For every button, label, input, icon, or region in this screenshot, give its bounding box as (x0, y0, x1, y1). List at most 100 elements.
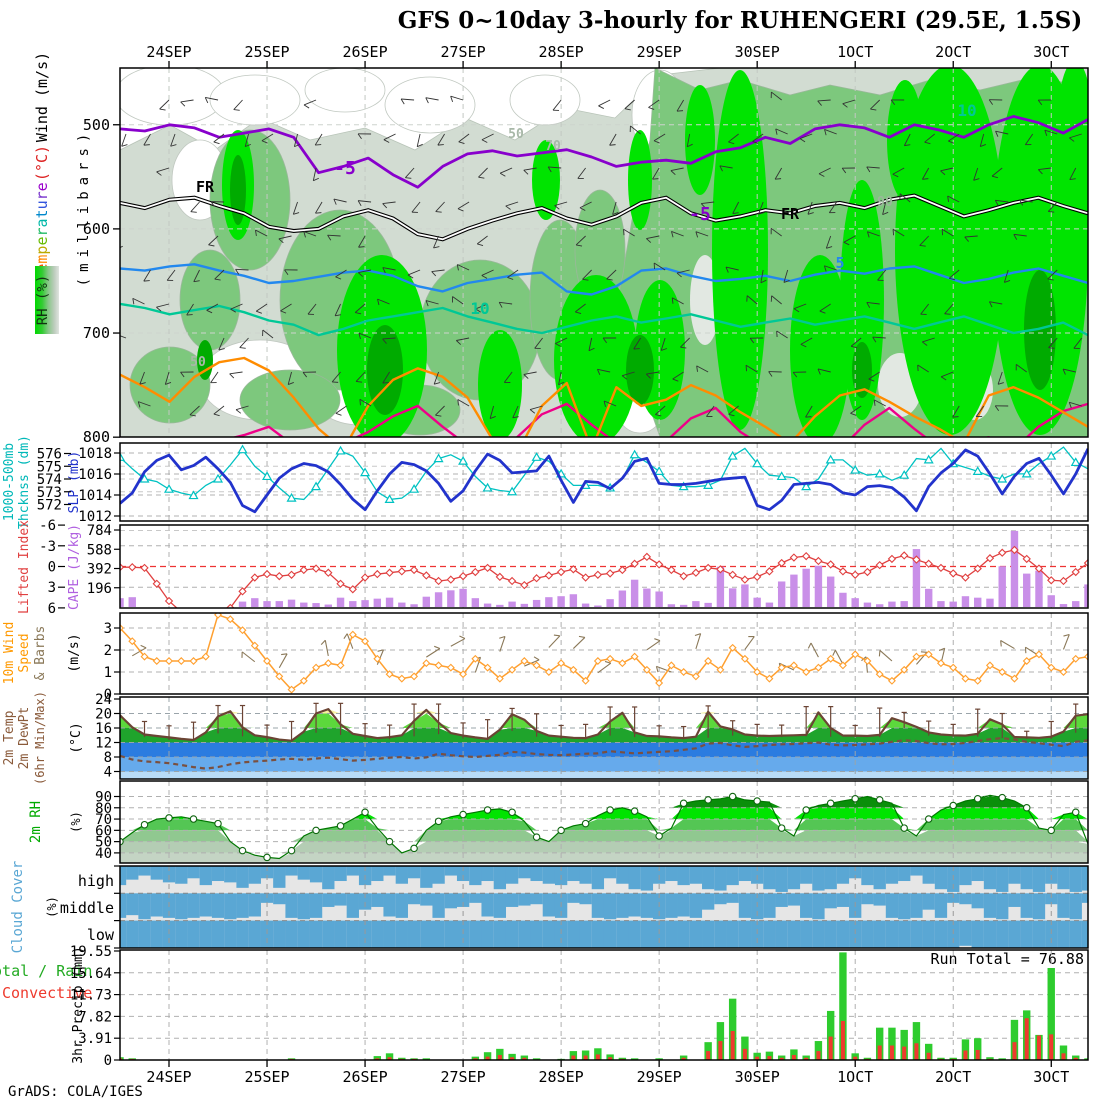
li-marker (152, 579, 161, 588)
wind-barb (582, 269, 592, 280)
thickness-marker (507, 486, 518, 496)
li-marker (226, 603, 235, 608)
li-marker (679, 571, 688, 581)
label-millibars: (millibars) (76, 128, 92, 287)
wind-barb (312, 167, 317, 181)
wind-barb-tick (603, 400, 606, 407)
wind-barb-tick (435, 414, 442, 417)
cloud-bar (861, 920, 874, 948)
cape-bar (1035, 570, 1043, 607)
cloud-bar (591, 893, 605, 918)
cloud-bar (849, 866, 862, 879)
wind-barb-tick (108, 164, 110, 170)
li-marker (851, 570, 860, 579)
rh-shade-dark (626, 335, 654, 405)
cape-bar (1023, 573, 1031, 607)
li-marker (618, 565, 627, 575)
rh-shade-bright (790, 255, 850, 437)
rh-shade-dry-pocket (384, 76, 476, 134)
thickness-marker (899, 469, 910, 479)
cape-bar (900, 601, 908, 607)
cloud-bar (358, 893, 372, 910)
wind-speed-marker (434, 661, 443, 670)
wind-barb (457, 399, 470, 407)
thickness-marker (163, 483, 175, 493)
rh-tick-label: 80 (95, 801, 112, 817)
wind-barb-tick (904, 144, 911, 147)
wind-barb (834, 649, 844, 665)
wind-barb (745, 364, 758, 373)
wind-barb-tick (648, 107, 655, 110)
rh-band-fill (120, 830, 1088, 842)
precip-convective-bar (975, 1049, 980, 1060)
wind-barb (235, 405, 249, 411)
label-2m-temp: 2m Temp (2, 710, 17, 765)
wind-barb (324, 640, 329, 657)
wind-barb-tick (604, 660, 611, 664)
wind-speed-marker (373, 654, 382, 663)
precip-convective-bar (1061, 1053, 1066, 1060)
cape-bar (643, 588, 651, 607)
rh-tick-label: 90 (95, 790, 112, 806)
wind-barb-tick (621, 375, 628, 380)
cape-bar (120, 598, 124, 607)
wind-barb (435, 201, 445, 212)
panel-frame (119, 780, 1089, 864)
li-marker (654, 560, 664, 569)
cloud-bar (126, 920, 139, 948)
wind-barb-tick (431, 271, 437, 277)
wind-barb (874, 399, 886, 407)
contour-teal-10 (120, 302, 1088, 337)
wind-barb-tick (280, 310, 287, 314)
cloud-bar (971, 893, 984, 909)
wind-barb-tick (180, 101, 186, 107)
precip-total-bar (777, 1055, 786, 1060)
wind-barb-tick (435, 211, 442, 213)
wind-barb (1062, 368, 1076, 373)
cloud-bar (236, 893, 249, 918)
cloud-bar (1020, 866, 1033, 890)
cloud-bar (812, 920, 825, 948)
contour-label: -5 (334, 158, 356, 179)
wind-barb (120, 335, 127, 339)
wind-barb (882, 201, 887, 215)
cloud-bar (714, 920, 727, 948)
label-cloud-middle: middle (60, 899, 114, 917)
cape-bar (814, 565, 823, 607)
wind-barb-tick (588, 347, 595, 352)
cloud-bar (947, 893, 960, 903)
wind-barb (139, 371, 145, 385)
cloud-bar (420, 893, 433, 906)
wind-barb (940, 371, 954, 378)
wind-barb (609, 133, 617, 146)
cloud-bar (371, 920, 384, 948)
cloud-bar (469, 920, 482, 948)
wind-barb-tick (676, 272, 682, 278)
li-marker (250, 573, 259, 582)
wind-barb (1062, 634, 1070, 650)
panel-li-cape (120, 525, 1088, 608)
wind-barb-tick (477, 243, 484, 247)
wind-barb-tick (357, 133, 362, 140)
precip-convective-bar (755, 1056, 760, 1060)
wind-barb-tick (947, 195, 950, 203)
li-marker (998, 548, 1007, 557)
wind-barb-tick (924, 141, 931, 145)
wind-barb (411, 201, 421, 213)
wind-barb (867, 231, 880, 237)
panel-frame (119, 67, 1089, 438)
wind-barb-tick (433, 246, 440, 249)
wind-barb-tick (303, 104, 310, 109)
wind-barb-tick (170, 144, 177, 147)
wind-barb-tick (800, 343, 807, 348)
precip-convective-bar (583, 1055, 588, 1060)
cloud-bar (738, 893, 752, 918)
cloud-bar (751, 866, 764, 884)
thickness-marker (482, 482, 493, 492)
temp-line (120, 708, 1088, 742)
precip-total-bar (679, 1055, 688, 1060)
wind-barb-tick (457, 399, 459, 406)
wind-barb-tick (523, 169, 529, 175)
wind-barb (807, 201, 813, 215)
